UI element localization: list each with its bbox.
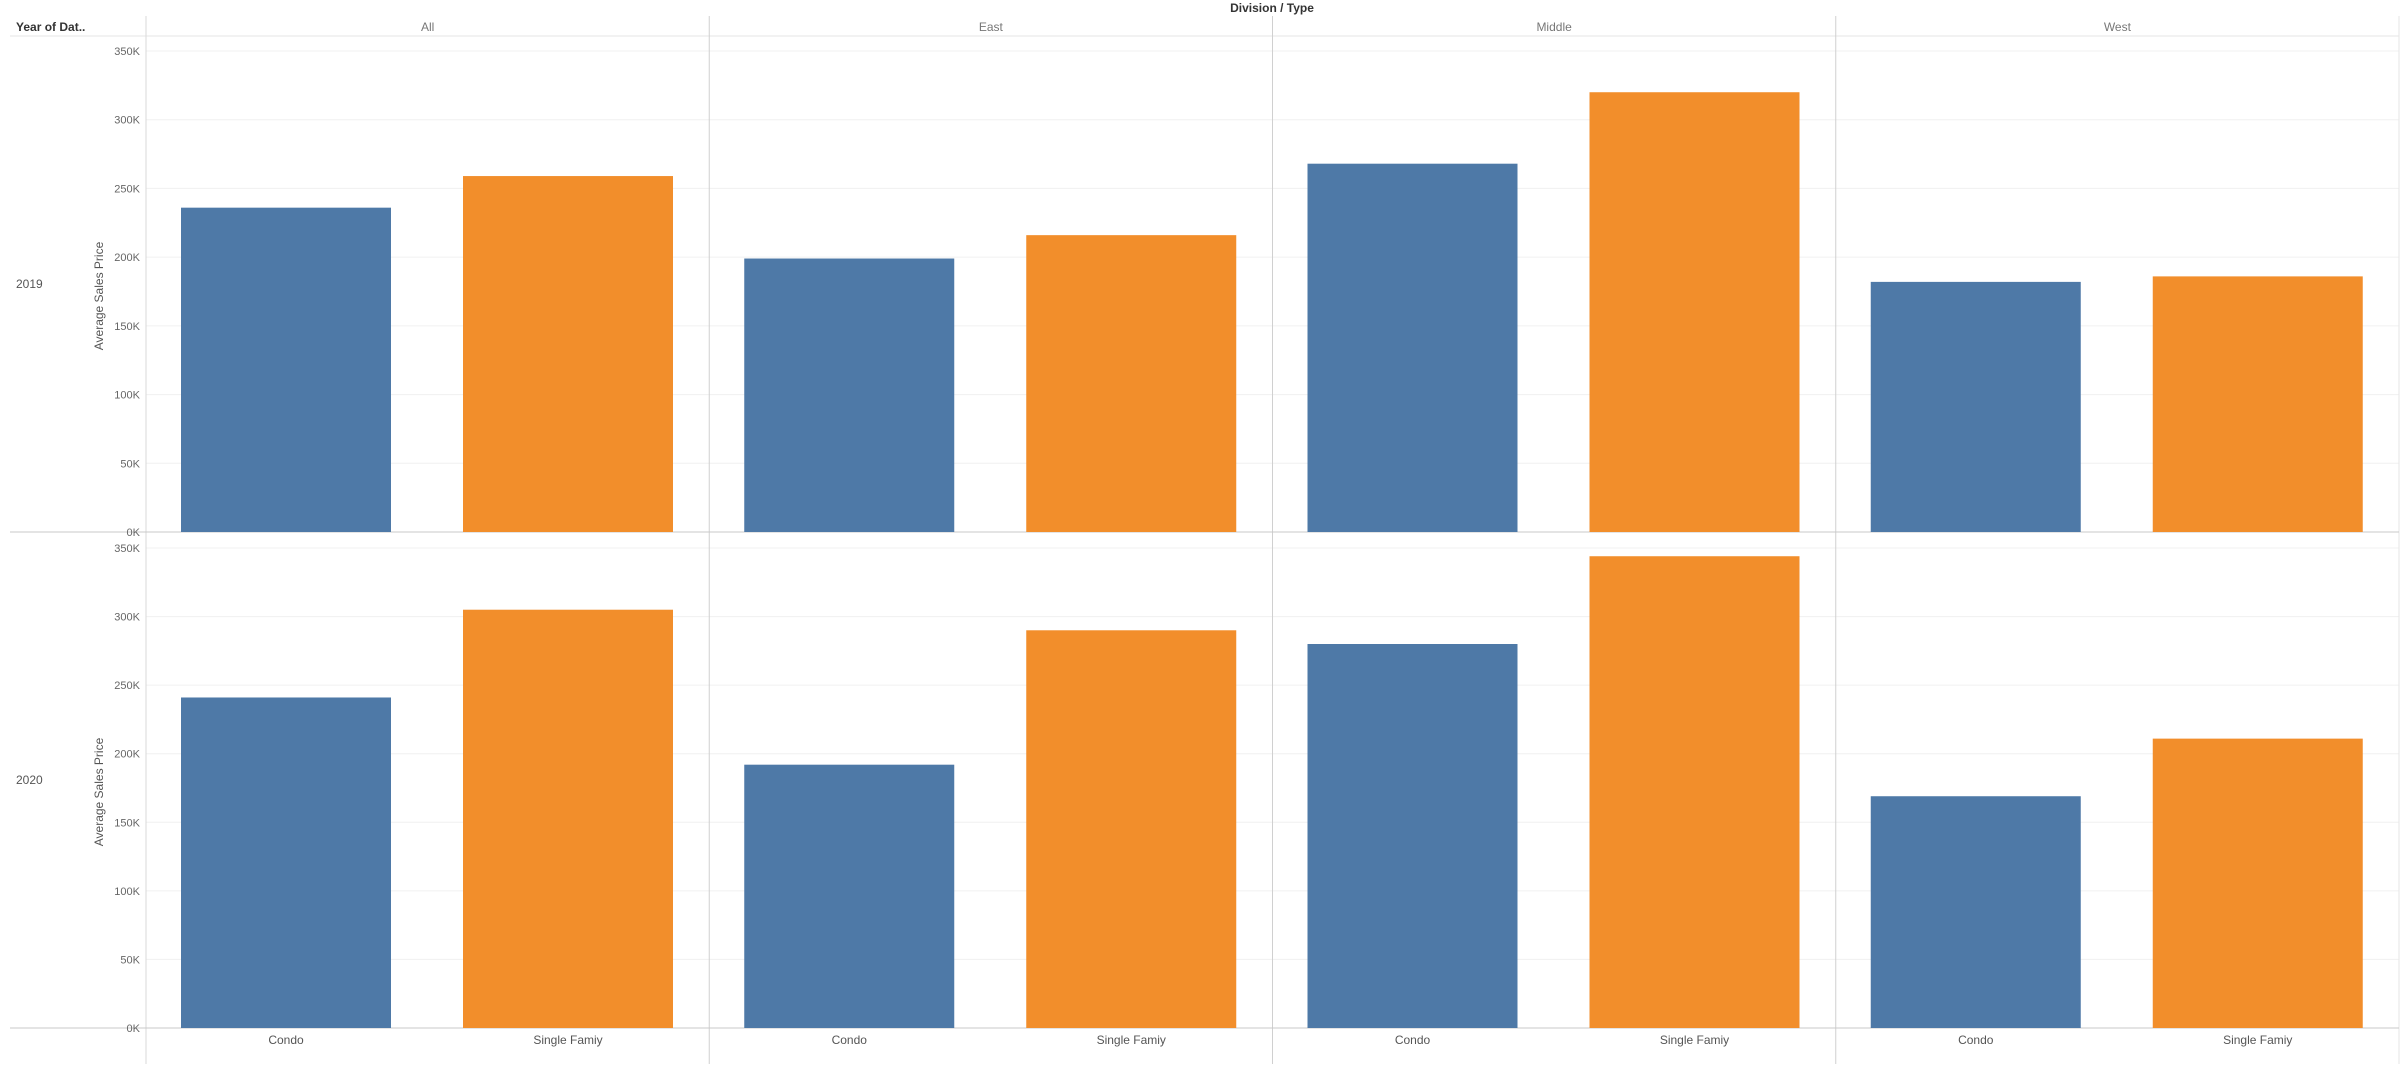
bar-2020-all-condo[interactable] <box>181 697 391 1028</box>
x-category-label[interactable]: Single Famiy <box>1660 1033 1729 1047</box>
bar-2019-middle-single-family[interactable] <box>1589 92 1800 532</box>
y-tick-label: 150K <box>114 817 140 829</box>
bar-2020-east-condo[interactable] <box>744 764 955 1028</box>
division-header-east[interactable]: East <box>979 20 1004 34</box>
y-tick-label: 250K <box>114 183 140 195</box>
y-tick-label: 200K <box>114 252 140 264</box>
y-tick-label: 350K <box>114 46 140 58</box>
bar-2019-west-condo[interactable] <box>1870 281 2081 532</box>
bar-2019-all-condo[interactable] <box>181 207 391 532</box>
bar-2019-west-single-family[interactable] <box>2152 276 2363 532</box>
y-tick-label: 0K <box>127 1023 141 1035</box>
bar-2020-east-single-family[interactable] <box>1026 630 1237 1028</box>
y-axis-title[interactable]: Average Sales Price <box>92 241 106 350</box>
bar-2020-west-single-family[interactable] <box>2152 738 2363 1028</box>
x-category-label[interactable]: Condo <box>1958 1033 1994 1047</box>
division-header-middle[interactable]: Middle <box>1536 20 1572 34</box>
x-category-label[interactable]: Condo <box>1395 1033 1431 1047</box>
bar-2019-middle-condo[interactable] <box>1307 163 1518 533</box>
y-axis-title[interactable]: Average Sales Price <box>92 737 106 846</box>
division-header-west[interactable]: West <box>2104 20 2132 34</box>
bar-2020-middle-single-family[interactable] <box>1589 556 1800 1028</box>
year-label-2019[interactable]: 2019 <box>16 277 43 291</box>
bar-2019-east-condo[interactable] <box>744 258 955 532</box>
bar-2020-west-condo[interactable] <box>1870 796 2081 1028</box>
bar-2020-all-single-family[interactable] <box>463 609 673 1028</box>
y-tick-label: 200K <box>114 749 140 761</box>
y-tick-label: 50K <box>120 954 140 966</box>
x-category-label[interactable]: Condo <box>268 1033 304 1047</box>
y-tick-label: 100K <box>114 390 140 402</box>
y-tick-label: 50K <box>120 458 140 470</box>
y-tick-label: 250K <box>114 680 140 692</box>
y-tick-label: 300K <box>114 612 140 624</box>
y-tick-label: 300K <box>114 115 140 127</box>
x-category-label[interactable]: Condo <box>832 1033 868 1047</box>
bar-2019-all-single-family[interactable] <box>463 176 673 532</box>
x-category-label[interactable]: Single Famiy <box>2223 1033 2292 1047</box>
bar-2020-middle-condo[interactable] <box>1307 644 1518 1028</box>
y-tick-label: 0K <box>127 527 141 539</box>
division-header-all[interactable]: All <box>421 20 434 34</box>
column-title: Division / Type <box>1230 1 1314 15</box>
y-tick-label: 100K <box>114 886 140 898</box>
x-category-label[interactable]: Single Famiy <box>533 1033 602 1047</box>
y-tick-label: 350K <box>114 543 140 555</box>
y-tick-label: 150K <box>114 321 140 333</box>
row-field-label[interactable]: Year of Dat.. <box>16 20 85 34</box>
year-label-2020[interactable]: 2020 <box>16 773 43 787</box>
x-category-label[interactable]: Single Famiy <box>1097 1033 1166 1047</box>
bar-2019-east-single-family[interactable] <box>1026 235 1237 532</box>
